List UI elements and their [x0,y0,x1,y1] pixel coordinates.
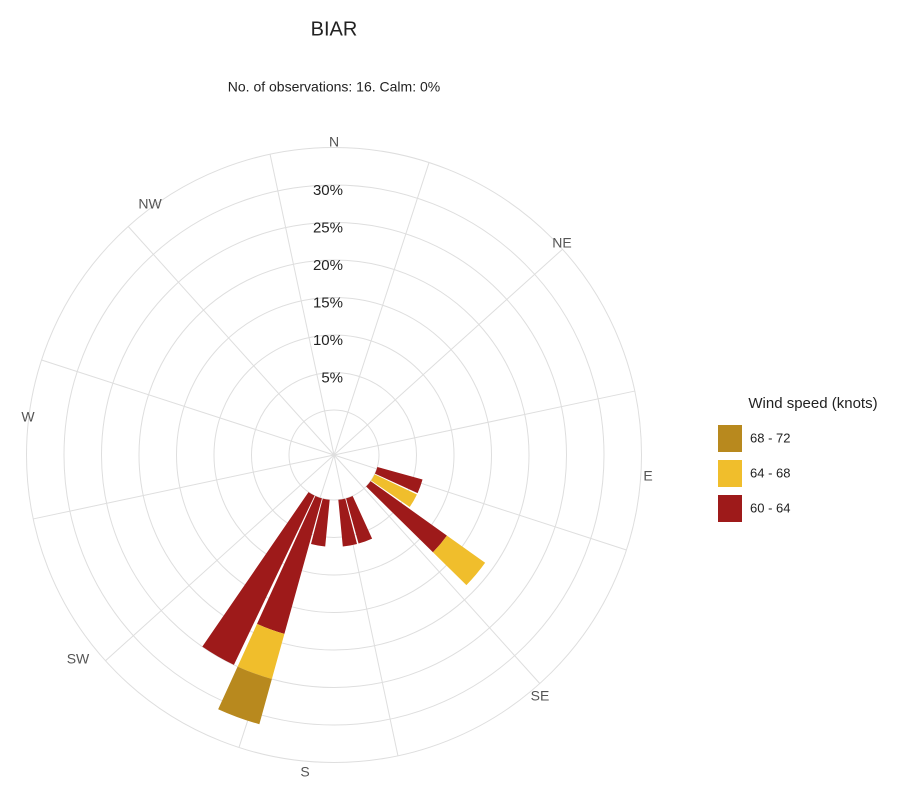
grid-ring [288,409,380,501]
y-tick-label: 5% [321,369,343,386]
wind-bar [346,495,373,544]
legend-swatch [718,495,742,522]
wind-bar [371,474,417,508]
spoke [127,226,335,456]
grid-ring [213,334,455,576]
grid-ring [26,147,642,763]
y-tick-label: 25% [313,219,343,236]
wind-bar [338,498,358,547]
direction-label: W [21,409,35,425]
wind-bar [237,623,285,680]
legend-swatch [718,460,742,487]
y-tick-label: 20% [313,257,343,274]
direction-label: NW [138,196,162,212]
spoke [333,162,430,456]
direction-label: S [300,764,309,780]
wind-bar [202,492,315,665]
y-tick-label: 15% [313,294,343,311]
spoke [333,390,635,456]
y-tick-label: 30% [313,182,343,199]
grid-ring [138,259,530,651]
wind-bar [257,495,322,634]
chart-subtitle: No. of observations: 16. Calm: 0% [228,79,440,95]
direction-label: N [329,134,339,150]
direction-label: E [643,468,652,484]
grid-ring [251,372,417,538]
wind-bar [366,481,447,553]
direction-label: SE [531,688,550,704]
wind-bar [218,666,272,725]
spoke [41,359,335,456]
direction-label: SW [67,651,90,667]
wind-bar [310,498,330,547]
wind-bar [374,467,423,494]
direction-label: NE [552,235,571,251]
grid-ring [63,184,605,726]
spoke [105,454,335,662]
spoke [33,454,335,520]
legend-swatch [718,425,742,452]
legend-label: 60 - 64 [750,500,790,515]
legend-label: 64 - 68 [750,465,790,480]
wind-bar [432,535,486,586]
spoke [333,454,541,684]
chart-title: BIAR [311,18,358,40]
spoke [333,248,563,456]
grid-ring [176,297,492,613]
spoke [269,154,335,456]
grid-ring [101,222,567,688]
legend-label: 68 - 72 [750,430,790,445]
legend-title: Wind speed (knots) [748,395,877,412]
y-tick-label: 10% [313,332,343,349]
